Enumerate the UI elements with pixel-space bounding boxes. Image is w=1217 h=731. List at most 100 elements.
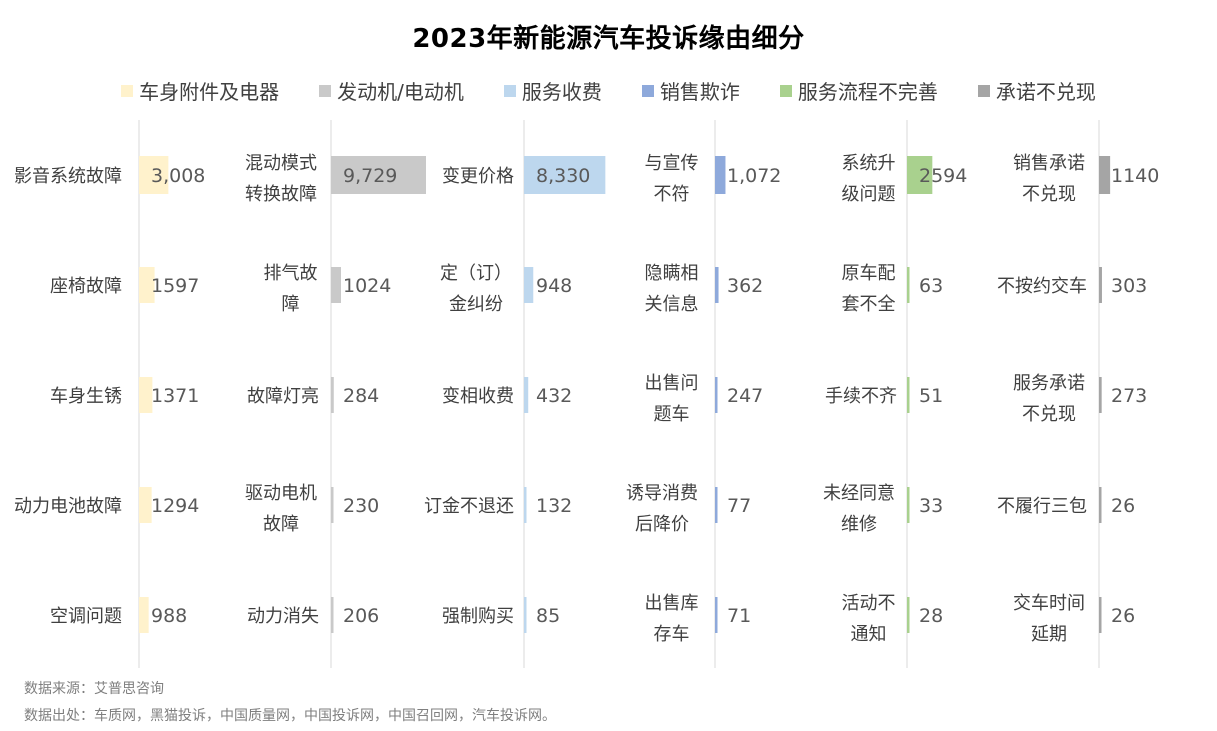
category-label: 空调问题 (50, 606, 122, 627)
bar (139, 156, 169, 194)
category-label: 不按约交车 (997, 276, 1087, 297)
bar (524, 487, 527, 523)
value-label: 28 (919, 605, 943, 627)
value-label: 1140 (1111, 165, 1159, 187)
legend-label: 承诺不兑现 (995, 80, 1096, 104)
value-label: 362 (727, 275, 763, 297)
category-label: 动力电池故障 (14, 496, 122, 517)
category-label-line: 不符 (654, 184, 690, 205)
category-label-line: 题车 (654, 404, 690, 425)
category-label-line: 不兑现 (1022, 184, 1076, 205)
category-label: 未经同意维修 (823, 483, 895, 535)
value-label: 230 (343, 495, 379, 517)
value-label: 1294 (151, 495, 199, 517)
legend-item: 发动机/电动机 (319, 76, 464, 105)
value-label: 33 (919, 495, 943, 517)
legend-item: 承诺不兑现 (977, 76, 1096, 105)
value-label: 9,729 (343, 165, 397, 187)
value-label: 948 (536, 275, 572, 297)
category-label: 活动不通知 (842, 593, 896, 645)
category-label: 影音系统故障 (14, 166, 122, 187)
legend-item: 车身附件及电器 (121, 76, 279, 105)
category-label: 车身生锈 (50, 386, 122, 407)
value-label: 51 (919, 385, 943, 407)
category-label-line: 后降价 (635, 514, 689, 535)
category-label-line: 套不全 (842, 294, 896, 315)
value-label: 1597 (151, 275, 199, 297)
bar (331, 487, 334, 523)
category-label-line: 交车时间 (1013, 593, 1085, 614)
bar (139, 267, 155, 303)
value-label: 206 (343, 605, 379, 627)
legend-label: 销售欺诈 (659, 80, 740, 104)
category-label: 变相收费 (442, 386, 514, 407)
bar (331, 156, 426, 194)
value-label: 1,072 (727, 165, 781, 187)
category-label: 动力消失 (247, 606, 319, 627)
legend-item: 销售欺诈 (641, 76, 740, 105)
category-label: 隐瞒相关信息 (645, 263, 699, 315)
bar (715, 156, 726, 194)
category-label-line: 存车 (654, 624, 690, 645)
bar (1099, 487, 1102, 523)
legend-swatch (121, 84, 134, 97)
category-label-line: 障 (282, 294, 300, 315)
category-label-line: 关信息 (645, 294, 699, 315)
bar (907, 487, 910, 523)
category-label: 座椅故障 (50, 276, 122, 297)
legend-label: 发动机/电动机 (337, 80, 464, 104)
category-label: 出售库存车 (645, 593, 699, 645)
category-label: 与宣传不符 (645, 153, 699, 205)
category-label-line: 通知 (851, 624, 887, 645)
legend-label: 服务流程不完善 (797, 80, 938, 104)
data-origin-note: 数据出处：车质网，黑猫投诉，中国质量网，中国投诉网，中国召回网，汽车投诉网。 (24, 708, 556, 724)
category-label-line: 金纠纷 (449, 294, 503, 315)
legend-swatch (977, 84, 990, 97)
category-label: 强制购买 (442, 606, 514, 627)
value-label: 988 (151, 605, 187, 627)
category-label: 系统升级问题 (842, 153, 896, 205)
bar (524, 377, 529, 413)
category-label-line: 排气故 (264, 263, 318, 284)
bar (715, 267, 719, 303)
category-label: 排气故障 (264, 263, 318, 315)
category-label: 订金不退还 (424, 496, 514, 517)
legend: 车身附件及电器 发动机/电动机 服务收费 销售欺诈 服务流程不完善 承诺不兑现 (0, 76, 1217, 105)
value-label: 77 (727, 495, 751, 517)
category-label-line: 定（订） (440, 263, 512, 284)
value-label: 273 (1111, 385, 1147, 407)
bar (139, 377, 153, 413)
value-label: 63 (919, 275, 943, 297)
category-label-line: 不兑现 (1022, 404, 1076, 425)
legend-swatch (503, 84, 516, 97)
bar (331, 267, 341, 303)
category-label: 出售问题车 (645, 373, 699, 425)
category-label-line: 级问题 (842, 184, 896, 205)
value-label: 1371 (151, 385, 199, 407)
bar (907, 377, 910, 413)
value-label: 71 (727, 605, 751, 627)
category-label: 驱动电机故障 (245, 483, 317, 535)
legend-label: 车身附件及电器 (139, 80, 280, 104)
value-label: 132 (536, 495, 572, 517)
bar (715, 487, 718, 523)
category-label-line: 驱动电机 (245, 483, 317, 504)
value-label: 284 (343, 385, 379, 407)
category-label-line: 延期 (1031, 624, 1067, 645)
category-label: 手续不齐 (825, 386, 897, 407)
category-label-line: 销售承诺 (1013, 153, 1085, 174)
bar (139, 487, 152, 523)
value-label: 3,008 (151, 165, 205, 187)
value-label: 26 (1111, 605, 1135, 627)
bar (1099, 156, 1111, 194)
data-source-note: 数据来源：艾普思咨询 (24, 681, 164, 697)
category-label-line: 维修 (841, 514, 877, 535)
category-label: 诱导消费后降价 (626, 483, 698, 535)
bar (331, 597, 334, 633)
value-label: 247 (727, 385, 763, 407)
bar (331, 377, 334, 413)
category-label: 服务承诺不兑现 (1013, 373, 1085, 425)
category-label-line: 未经同意 (823, 483, 895, 504)
category-label: 销售承诺不兑现 (1013, 153, 1085, 205)
